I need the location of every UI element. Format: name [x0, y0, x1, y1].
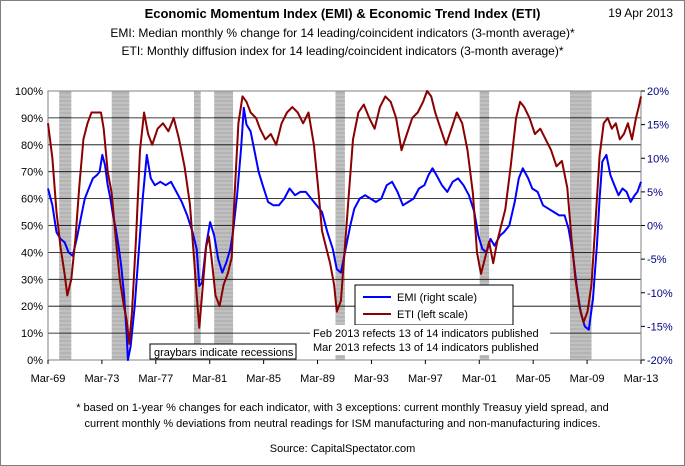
- left-tick-label: 10%: [21, 328, 43, 340]
- left-tick-label: 30%: [21, 274, 43, 286]
- legend-box: [354, 284, 514, 326]
- right-tick-label: 0%: [647, 221, 663, 233]
- right-tick-label: -20%: [647, 355, 673, 367]
- x-tick-label: Mar-97: [408, 373, 443, 385]
- x-tick-label: Mar-05: [516, 373, 551, 385]
- x-tick-label: Mar-81: [192, 373, 227, 385]
- annotation-box: [310, 325, 550, 355]
- right-tick-label: 10%: [647, 153, 669, 165]
- footnote-line-2: current monthly % deviations from neutra…: [84, 418, 601, 430]
- x-tick-label: Mar-13: [624, 373, 659, 385]
- left-tick-label: 40%: [21, 247, 43, 259]
- x-tick-label: Mar-69: [31, 373, 66, 385]
- x-tick-label: Mar-73: [84, 373, 119, 385]
- recession-label-box: [149, 343, 297, 360]
- left-tick-label: 50%: [21, 221, 43, 233]
- annotation-line: Feb 2013 refects 13 of 14 indicators pub…: [313, 328, 539, 340]
- left-tick-label: 70%: [21, 167, 43, 179]
- footnote-line-1: * based on 1-year % changes for each ind…: [76, 402, 609, 414]
- left-tick-label: 100%: [15, 86, 43, 98]
- right-tick-label: -5%: [647, 254, 667, 266]
- x-tick-label: Mar-85: [246, 373, 281, 385]
- left-tick-label: 90%: [21, 113, 43, 125]
- eti-series-line: [47, 90, 642, 345]
- x-tick-label: Mar-09: [570, 373, 605, 385]
- legend-label: EMI (right scale): [397, 292, 477, 304]
- right-tick-label: -15%: [647, 321, 673, 333]
- right-tick-label: 20%: [647, 86, 669, 98]
- x-tick-label: Mar-93: [354, 373, 389, 385]
- x-tick-label: Mar-01: [462, 373, 497, 385]
- left-tick-label: 60%: [21, 194, 43, 206]
- chart-subtitle-eti: ETI: Monthly diffusion index for 14 lead…: [121, 44, 564, 58]
- x-tick-label: Mar-89: [300, 373, 335, 385]
- legend-label: ETI (left scale): [397, 309, 468, 321]
- x-tick-label: Mar-77: [138, 373, 173, 385]
- chart-date: 19 Apr 2013: [608, 6, 673, 20]
- right-tick-label: 5%: [647, 187, 663, 199]
- source-line: Source: CapitalSpectator.com: [269, 443, 416, 455]
- chart-title: Economic Momentum Index (EMI) & Economic…: [144, 6, 541, 21]
- chart-subtitle-emi: EMI: Median monthly % change for 14 lead…: [110, 26, 575, 40]
- left-tick-label: 80%: [21, 140, 43, 152]
- right-tick-label: -10%: [647, 288, 673, 300]
- annotation-line: Mar 2013 refects 13 of 14 indicators pub…: [313, 342, 539, 354]
- emi-series-line: [47, 106, 642, 361]
- recession-label: graybars indicate recessions: [154, 347, 294, 359]
- left-tick-label: 0%: [27, 355, 43, 367]
- right-tick-label: 15%: [647, 120, 669, 132]
- left-tick-label: 20%: [21, 301, 43, 313]
